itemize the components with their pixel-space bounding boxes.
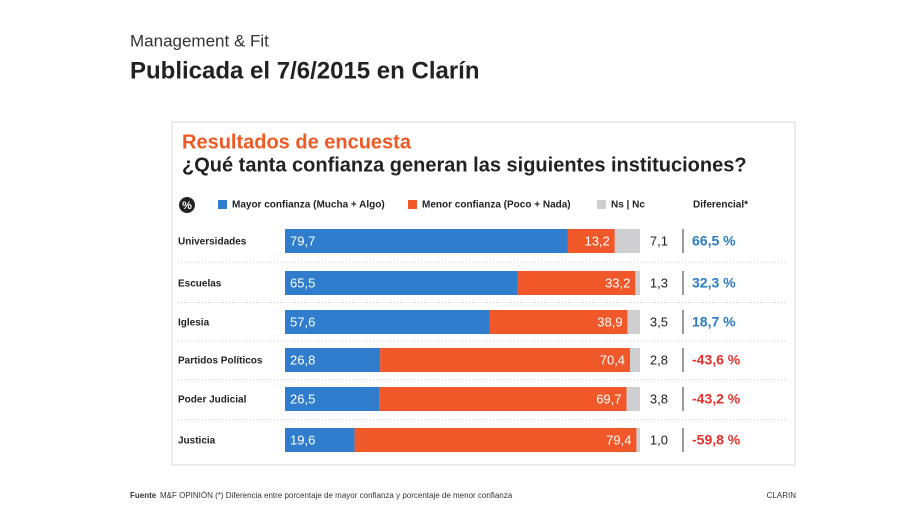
bar-segment xyxy=(380,348,631,372)
differential: 18,7 % xyxy=(692,314,736,330)
value-label: 2,8 xyxy=(650,352,668,367)
value-label: 3,5 xyxy=(650,314,668,329)
bar-segment xyxy=(614,229,640,253)
category-label: Universidades xyxy=(178,237,247,248)
value-label: 7,1 xyxy=(650,233,668,248)
category-label: Escuelas xyxy=(178,279,222,290)
value-label: 3,8 xyxy=(650,391,668,406)
bar-segment xyxy=(379,387,627,411)
differential: -43,2 % xyxy=(692,391,741,407)
category-label: Poder Judicial xyxy=(178,395,247,406)
brand: Management & Fit xyxy=(130,31,269,50)
value-label: 26,5 xyxy=(290,391,315,406)
legend-label: Mayor confianza (Mucha + Algo) xyxy=(232,200,385,211)
chart-subtitle: ¿Qué tanta confianza generan las siguien… xyxy=(182,154,747,176)
bar-segment xyxy=(285,428,355,452)
value-label: 79,4 xyxy=(606,432,631,447)
legend-swatch xyxy=(408,200,417,209)
category-label: Partidos Políticos xyxy=(178,356,263,367)
value-label: 57,6 xyxy=(290,314,315,329)
bar-segment xyxy=(489,310,628,334)
bar-segment xyxy=(285,348,381,372)
legend-swatch xyxy=(218,200,227,209)
value-label: 33,2 xyxy=(605,275,630,290)
bar-segment xyxy=(627,310,640,334)
bar-segment xyxy=(517,271,636,295)
bar-segment xyxy=(285,387,380,411)
value-label: 38,9 xyxy=(597,314,622,329)
value-label: 69,7 xyxy=(596,391,621,406)
value-label: 26,8 xyxy=(290,352,315,367)
value-label: 65,5 xyxy=(290,275,315,290)
differential: 32,3 % xyxy=(692,275,736,291)
bar-segment xyxy=(285,310,490,334)
bar-segment xyxy=(630,348,640,372)
credit: CLARIN xyxy=(767,491,797,500)
source: M&F OPINIÓN (*) Diferencia entre porcent… xyxy=(160,491,513,500)
bar-segment xyxy=(285,271,518,295)
unit: % xyxy=(182,200,192,212)
bar-segment xyxy=(285,229,568,253)
value-label: 1,0 xyxy=(650,432,668,447)
bar-segment xyxy=(626,387,640,411)
differential: -59,8 % xyxy=(692,432,741,448)
bar-segment xyxy=(636,428,640,452)
category-label: Iglesia xyxy=(178,318,210,329)
legend-label: Ns | Nc xyxy=(611,200,645,211)
category-label: Justicia xyxy=(178,436,216,447)
bar-segment xyxy=(635,271,640,295)
value-label: 19,6 xyxy=(290,432,315,447)
chart-title: Resultados de encuesta xyxy=(182,131,412,153)
unit-badge xyxy=(179,197,195,213)
page-title: Publicada el 7/6/2015 en Clarín xyxy=(130,57,480,84)
value-label: 79,7 xyxy=(290,233,315,248)
value-label: 1,3 xyxy=(650,275,668,290)
differential: -43,6 % xyxy=(692,352,741,368)
bar-segment xyxy=(354,428,637,452)
value-label: 13,2 xyxy=(584,233,609,248)
legend-label: Menor confianza (Poco + Nada) xyxy=(422,200,571,211)
differential: 66,5 % xyxy=(692,233,736,249)
value-label: 70,4 xyxy=(600,352,625,367)
bar-segment xyxy=(567,229,615,253)
differential-header: Diferencial* xyxy=(693,200,748,211)
source-label: Fuente xyxy=(130,491,157,500)
legend-swatch xyxy=(597,200,606,209)
